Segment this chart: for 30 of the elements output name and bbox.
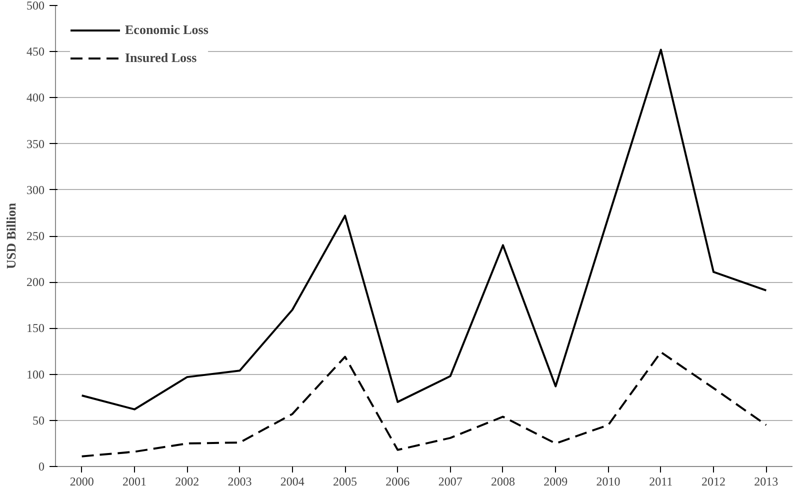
y-tick-label: 50 <box>32 413 44 428</box>
x-tick-label: 2003 <box>228 474 252 488</box>
y-tick-label: 300 <box>26 182 44 197</box>
legend-label: Economic Loss <box>125 22 208 38</box>
x-tick-label: 2013 <box>754 474 778 488</box>
y-tick-label: 0 <box>38 460 44 474</box>
y-tick-label: 400 <box>26 90 44 105</box>
x-tick-label: 2005 <box>333 474 358 488</box>
y-axis-title: USD Billion <box>4 202 18 270</box>
x-tick-label: 2011 <box>649 474 673 488</box>
y-tick-label: 450 <box>26 44 44 59</box>
x-tick-label: 2009 <box>544 474 568 488</box>
x-tick-label: 2007 <box>438 474 462 488</box>
y-tick-label: 100 <box>26 367 44 382</box>
y-tick-label: 250 <box>26 229 44 243</box>
line-series <box>80 48 768 410</box>
x-tick-label: 2004 <box>280 474 304 488</box>
line-series <box>80 351 768 458</box>
y-tick-label: 200 <box>26 275 44 290</box>
x-tick-label: 2008 <box>490 474 515 488</box>
x-tick-label: 2001 <box>122 474 146 488</box>
y-tick-label: 150 <box>26 321 44 336</box>
x-tick-label: 2010 <box>596 474 620 488</box>
y-tick-label: 350 <box>26 136 44 151</box>
legend-label: Insured Loss <box>125 50 197 66</box>
y-tick-label: 500 <box>26 0 44 12</box>
x-tick-label: 2012 <box>702 474 726 488</box>
x-tick-label: 2006 <box>386 474 410 488</box>
x-tick-label: 2002 <box>175 474 200 488</box>
x-tick-label: 2000 <box>70 474 94 488</box>
